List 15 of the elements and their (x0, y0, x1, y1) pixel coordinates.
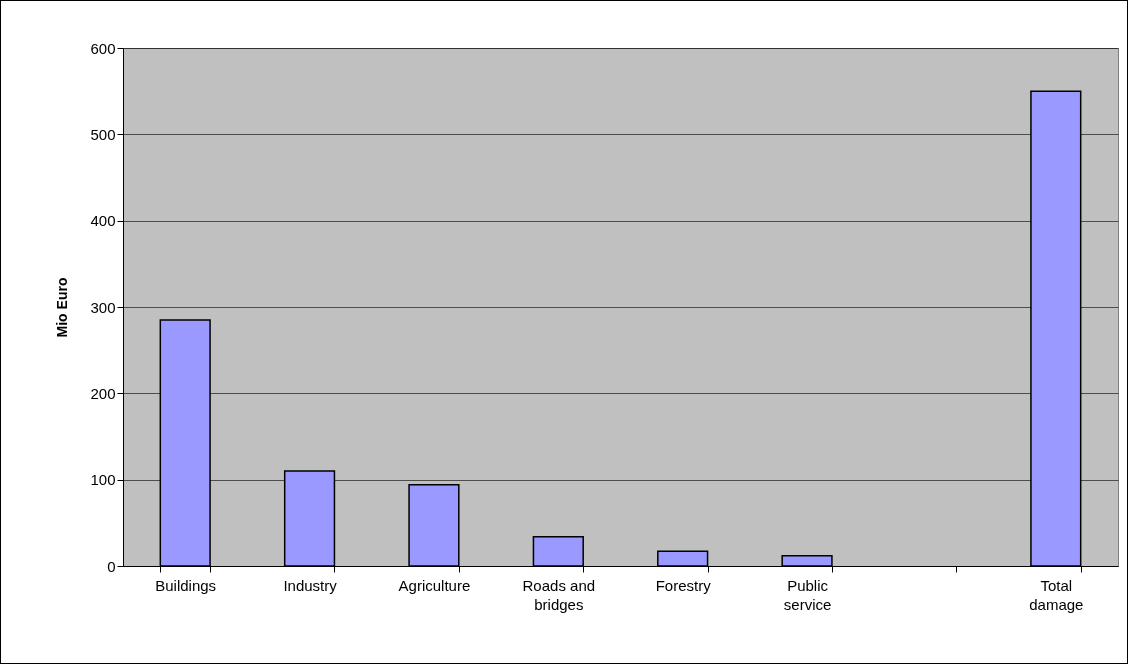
x-tick-label: Roads and bridges (522, 576, 596, 613)
y-axis-title: Mio Euro (54, 277, 71, 338)
x-tick-label: Forestry (655, 576, 712, 594)
x-tick-label: Buildings (155, 576, 217, 594)
x-tick-label: Industry (283, 576, 338, 594)
y-tick-label: 200 (90, 384, 116, 402)
y-tick-label: 600 (90, 39, 116, 57)
y-tick-label: 400 (90, 212, 116, 230)
x-tick-label: Agriculture (398, 576, 471, 594)
y-tick-label: 0 (107, 557, 116, 575)
y-tick-label: 500 (90, 125, 116, 143)
y-tick-label: 100 (90, 471, 116, 489)
y-tick-label: 300 (90, 298, 116, 316)
x-tick-label: Total damage (1029, 576, 1084, 613)
x-tick-label: Public service (783, 576, 832, 613)
